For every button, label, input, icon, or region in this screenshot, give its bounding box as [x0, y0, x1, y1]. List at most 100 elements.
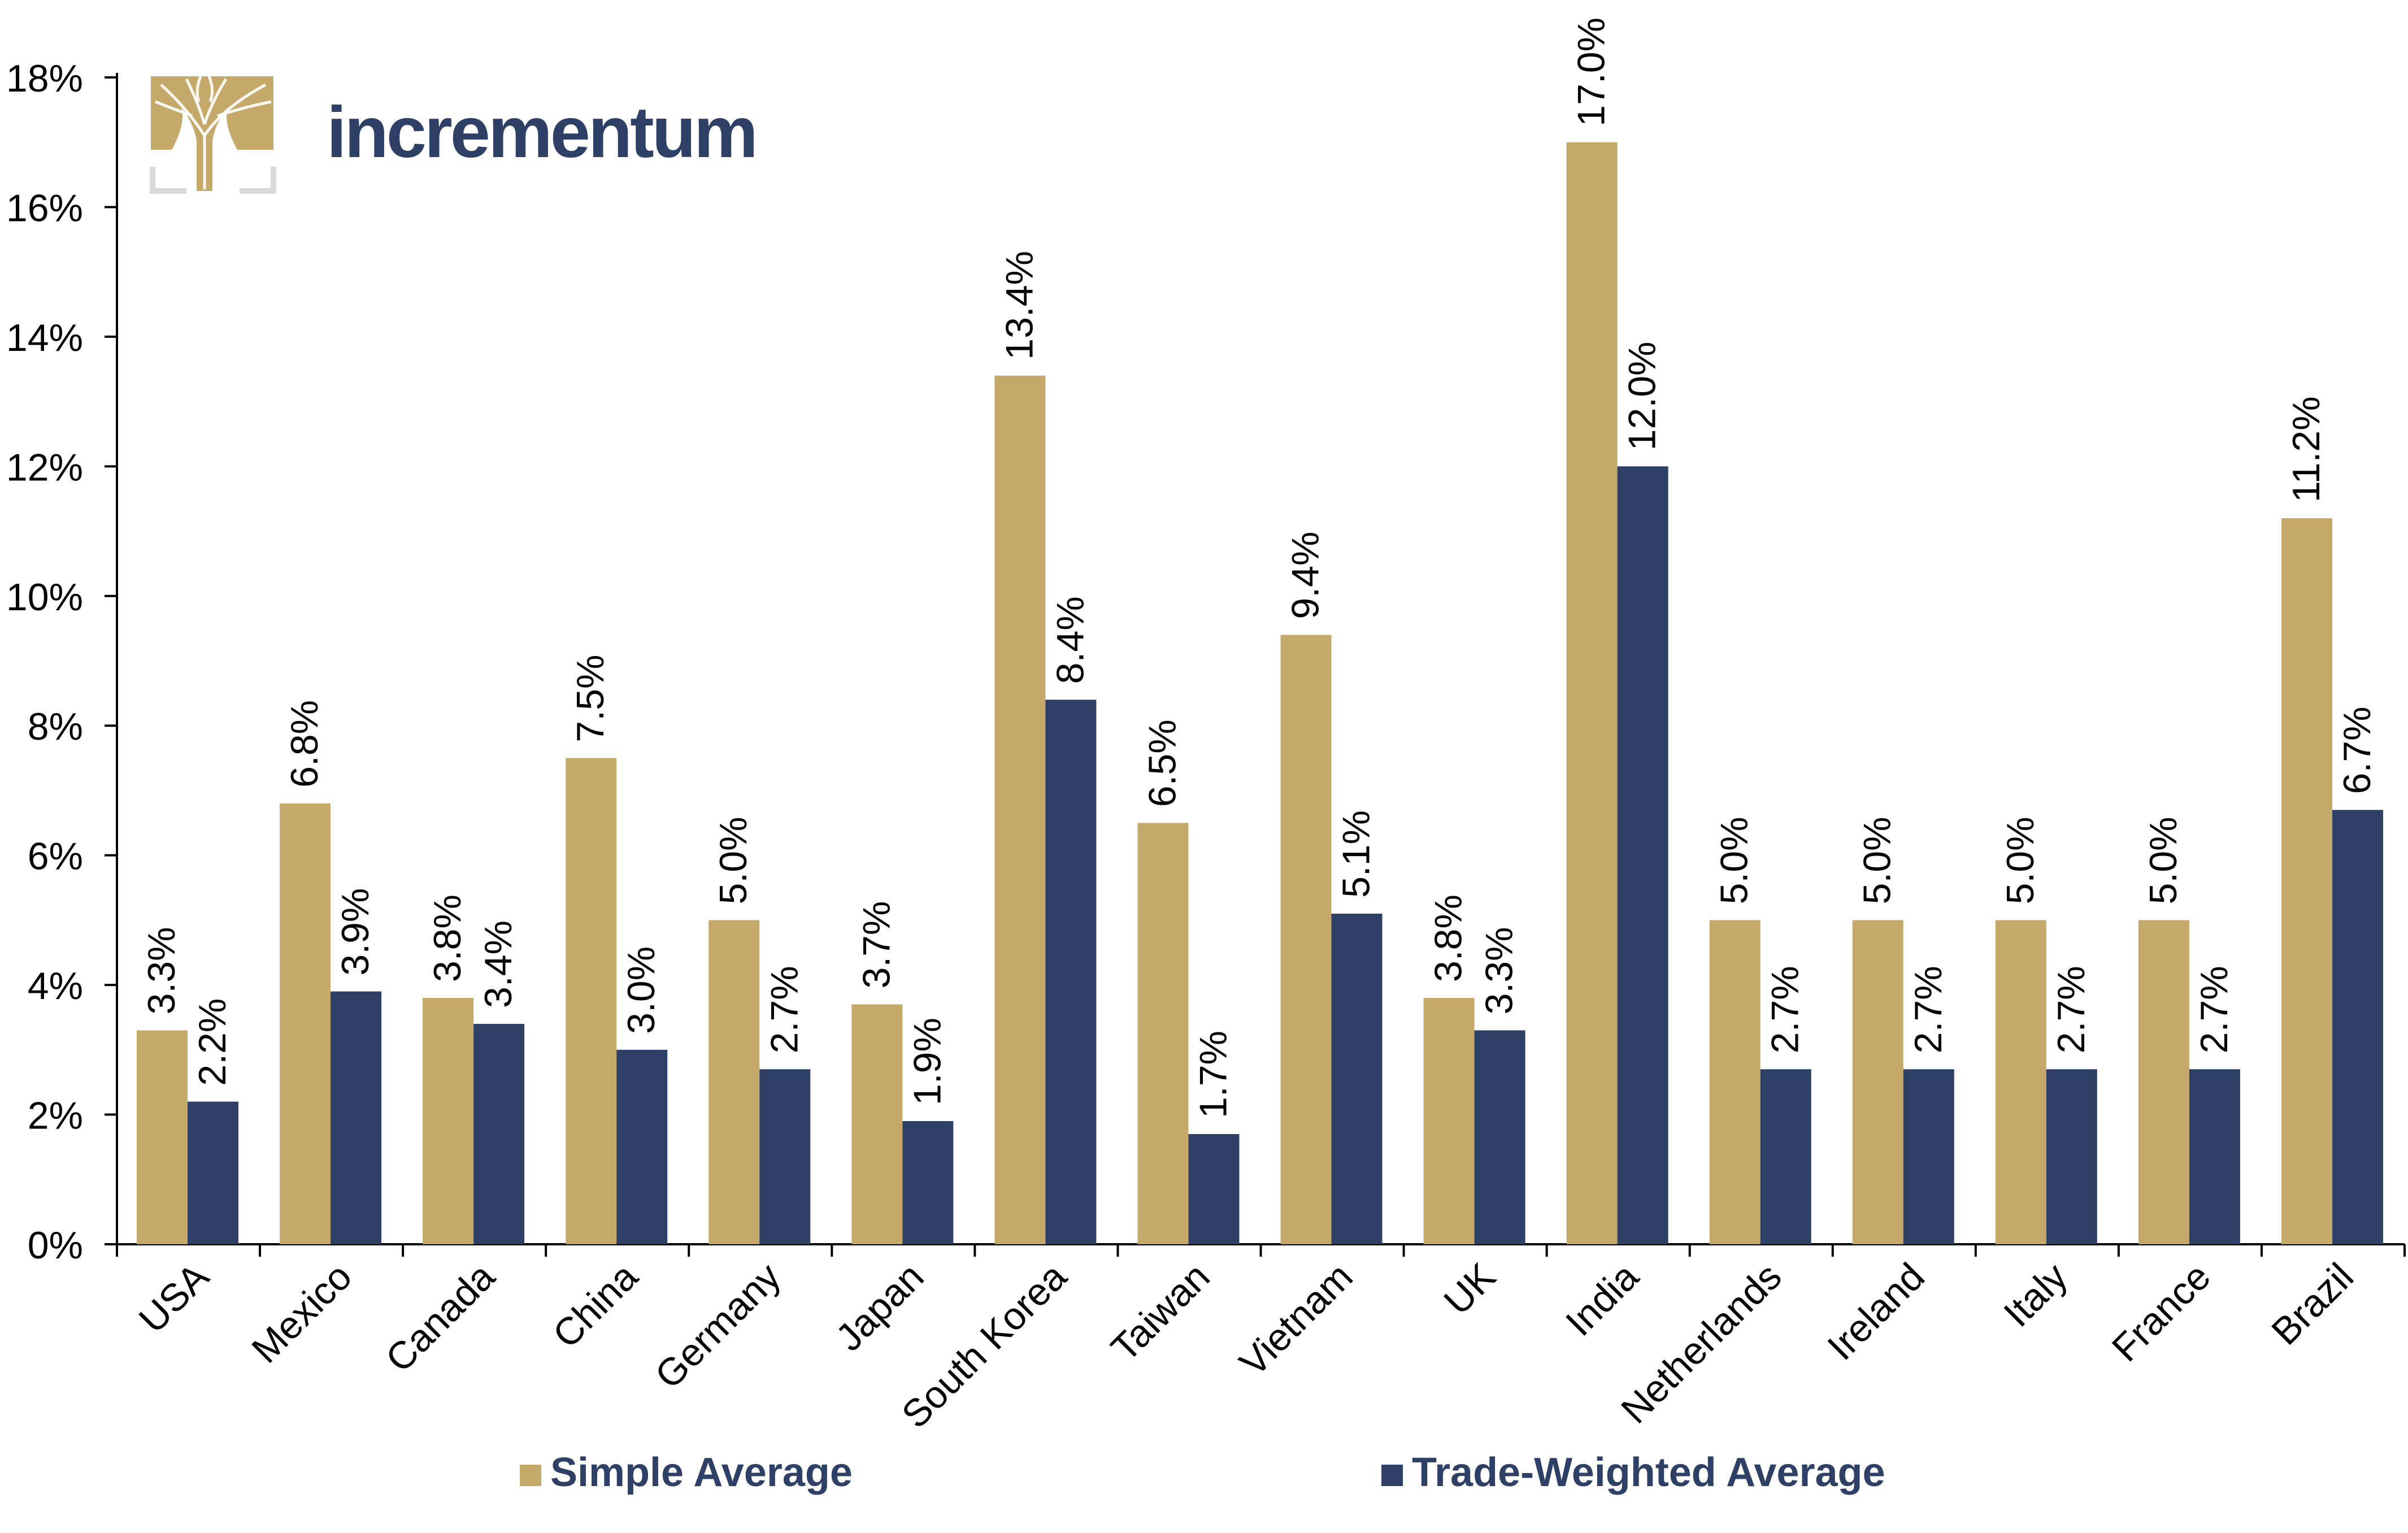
data-label: 5.0% [1713, 817, 1756, 904]
bar [616, 1049, 668, 1244]
x-category-label: Italy [1996, 1255, 2076, 1335]
data-label: 5.1% [1335, 810, 1378, 898]
y-tick-label: 6% [28, 835, 83, 878]
legend-label: Simple Average [550, 1450, 853, 1495]
bar [2281, 518, 2332, 1244]
bar [1474, 1030, 1525, 1244]
data-label: 2.7% [2050, 966, 2093, 1053]
data-label: 6.5% [1141, 719, 1184, 807]
y-tick-label: 12% [6, 446, 83, 489]
data-label: 3.8% [1427, 894, 1470, 982]
data-label: 11.2% [2285, 396, 2328, 502]
data-label: 2.7% [2193, 966, 2236, 1053]
logo-bracket-right [240, 167, 276, 194]
brand-logo: incrementum [150, 76, 758, 194]
bar [1280, 635, 1332, 1244]
bar [137, 1030, 188, 1244]
data-label: 9.4% [1284, 532, 1327, 619]
bar [423, 998, 474, 1244]
data-label: 3.9% [334, 888, 377, 976]
y-tick-label: 4% [28, 965, 83, 1007]
y-tick-label: 8% [28, 705, 83, 748]
x-category-label: Taiwan [1103, 1255, 1218, 1370]
bar [1566, 142, 1618, 1245]
series-trade-weighted-average: 2.2% 3.9% 3.4% 3.0% 2.7% 1.9% 8.4% 1.7% 5.1% 3.3%… [188, 342, 2383, 1245]
y-tick-label: 18% [6, 57, 83, 100]
y-tick-label: 14% [6, 316, 83, 359]
data-label: 8.4% [1049, 596, 1092, 684]
bar [2189, 1069, 2240, 1244]
data-label: 2.7% [763, 966, 806, 1053]
series-simple-average: 3.3% 6.8% 3.8% 7.5% 5.0% 3.7% 13.4% 6.5% 9.4% 3.8… [137, 18, 2332, 1245]
data-label: 6.7% [2336, 706, 2379, 794]
legend-swatch [1381, 1465, 1403, 1486]
logo-branch [160, 84, 206, 189]
logo-branch [203, 83, 267, 137]
data-label: 7.5% [569, 655, 612, 742]
bar [709, 920, 760, 1244]
legend-label: Trade-Weighted Average [1412, 1450, 1885, 1495]
plot-area: 0% 2% 4% 6% 8% 10% 12% 14% 16% 18% 3.3% 6.8% 3.8% 7.5… [6, 18, 2406, 1436]
data-label: 2.7% [1764, 966, 1807, 1053]
data-label: 2.2% [191, 998, 234, 1086]
tree-icon [150, 76, 276, 194]
bar [1137, 823, 1189, 1244]
x-category-label: USA [131, 1254, 218, 1341]
data-label: 1.7% [1192, 1031, 1235, 1118]
bar [902, 1121, 954, 1244]
x-category-label: UK [1436, 1255, 1504, 1323]
bar [1903, 1069, 1954, 1244]
bar [1760, 1069, 1811, 1244]
x-category-label: China [545, 1255, 646, 1357]
bar [1423, 998, 1475, 1244]
bar [759, 1069, 811, 1244]
bar [2138, 920, 2189, 1244]
x-category-label: Mexico [244, 1255, 360, 1371]
data-label: 6.8% [283, 700, 326, 788]
y-tick-label: 16% [6, 186, 83, 229]
data-label: 5.0% [1999, 817, 2042, 904]
bar [1188, 1134, 1240, 1244]
data-label: 5.0% [2142, 817, 2185, 904]
x-category-label: India [1558, 1255, 1647, 1344]
bar [1852, 920, 1903, 1244]
bar [566, 758, 617, 1244]
data-label: 3.7% [855, 901, 898, 989]
bar [1995, 920, 2046, 1244]
bar [1617, 466, 1668, 1245]
x-category-label: Japan [828, 1255, 932, 1360]
data-label: 5.0% [1856, 817, 1899, 904]
bar [473, 1023, 525, 1244]
brand-wordmark: incrementum [327, 92, 756, 173]
logo-branch [185, 78, 206, 125]
data-label: 1.9% [906, 1018, 949, 1105]
bar [188, 1101, 238, 1244]
bar [1709, 920, 1761, 1244]
logo-branch [155, 100, 193, 118]
data-label: 2.7% [1907, 966, 1950, 1053]
bar [280, 803, 331, 1244]
legend-swatch [520, 1465, 541, 1486]
data-label: 13.4% [998, 251, 1041, 360]
bar [2332, 810, 2383, 1244]
x-category-label: Brazil [2263, 1255, 2362, 1353]
y-tick-label: 2% [28, 1095, 83, 1137]
legend: Simple Average Trade-Weighted Average [520, 1450, 1885, 1495]
data-label: 3.4% [477, 920, 520, 1008]
y-tick-label: 0% [28, 1224, 83, 1267]
data-label: 3.0% [620, 946, 663, 1034]
logo-branch [195, 76, 202, 102]
legend-item-trade-weighted-average: Trade-Weighted Average [1381, 1450, 1885, 1495]
data-label: 17.0% [1570, 18, 1613, 127]
data-label: 3.3% [1478, 927, 1521, 1014]
bar [2046, 1069, 2097, 1244]
bar [994, 375, 1046, 1245]
x-category-label: Vietnam [1231, 1255, 1361, 1384]
x-category-label: Ireland [1819, 1255, 1933, 1369]
logo-bracket-left [150, 167, 186, 194]
bar [851, 1004, 903, 1244]
bar [1045, 700, 1097, 1244]
x-category-label: Germany [647, 1255, 789, 1397]
